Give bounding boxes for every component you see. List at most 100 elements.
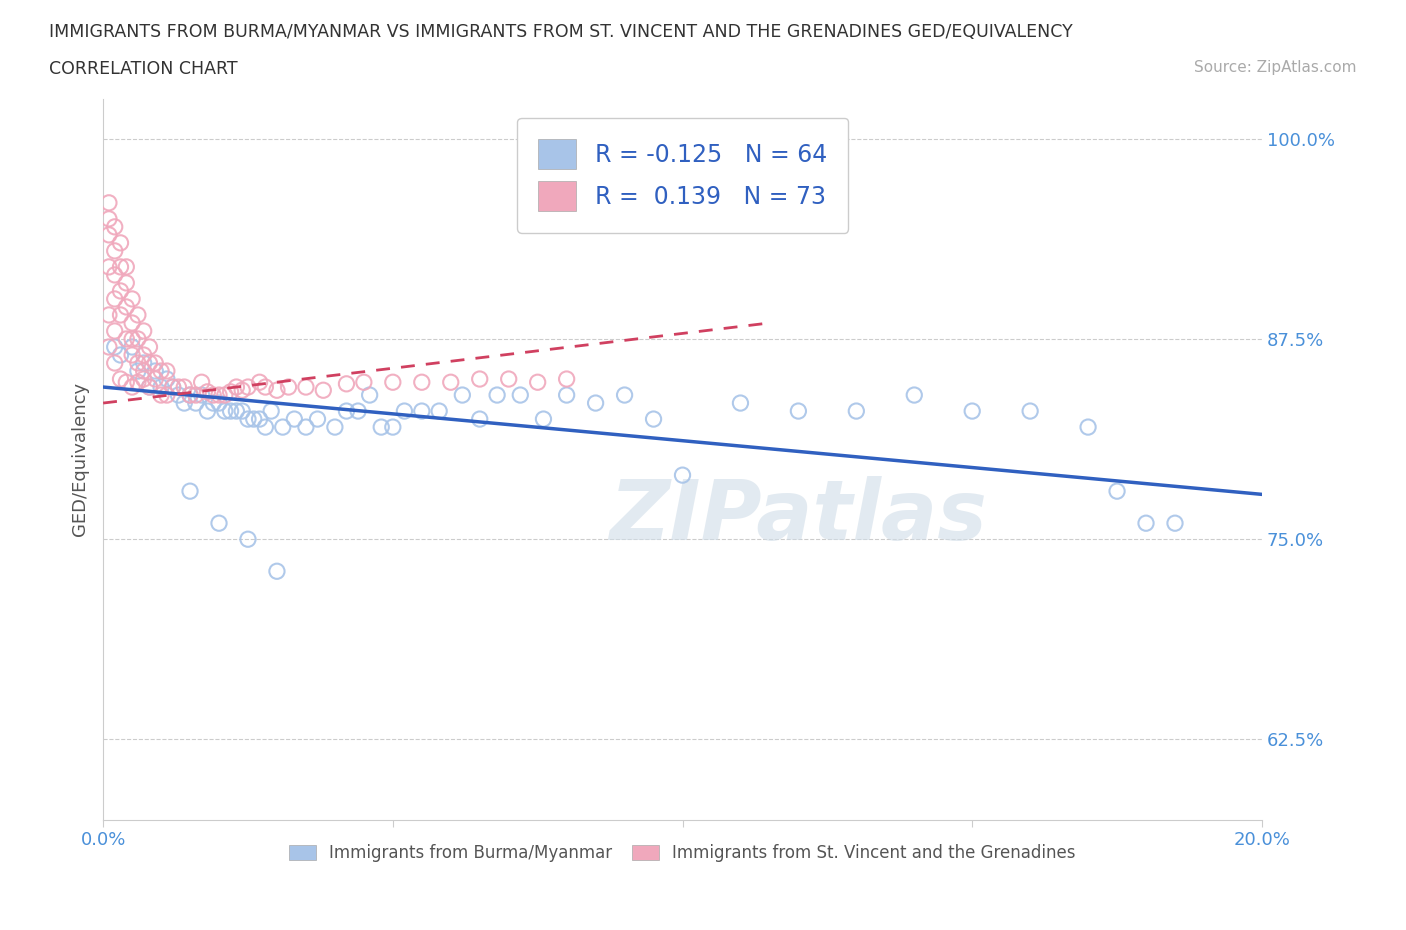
Point (335, 404, 357, 418)
Point (411, 404, 433, 418)
Point (277, 379, 299, 394)
Point (104, 339, 127, 354)
Point (104, 324, 127, 339)
Point (671, 468, 693, 483)
Point (110, 348, 132, 363)
Point (132, 372, 155, 387)
Point (179, 484, 201, 498)
Point (121, 291, 143, 306)
Point (236, 532, 259, 547)
Y-axis label: GED/Equivalency: GED/Equivalency (72, 382, 89, 537)
Point (555, 372, 578, 387)
Point (271, 419, 294, 434)
Point (236, 412, 259, 427)
Point (1019, 404, 1042, 418)
Point (104, 219, 127, 234)
Point (173, 379, 195, 394)
Point (162, 379, 184, 394)
Point (307, 412, 329, 427)
Point (214, 388, 236, 403)
Point (104, 355, 127, 370)
Point (143, 364, 166, 379)
Point (190, 388, 212, 403)
Point (110, 259, 132, 274)
Point (138, 339, 160, 354)
Point (381, 419, 404, 434)
Point (249, 375, 271, 390)
Point (242, 412, 264, 427)
Legend: Immigrants from Burma/Myanmar, Immigrants from St. Vincent and the Grenadines: Immigrants from Burma/Myanmar, Immigrant… (283, 838, 1083, 869)
Point (156, 372, 179, 387)
Point (451, 388, 474, 403)
Point (104, 244, 127, 259)
Point (260, 404, 283, 418)
Text: IMMIGRANTS FROM BURMA/MYANMAR VS IMMIGRANTS FROM ST. VINCENT AND THE GRENADINES : IMMIGRANTS FROM BURMA/MYANMAR VS IMMIGRA… (49, 23, 1073, 41)
Point (1135, 516, 1157, 531)
Point (295, 379, 318, 394)
Point (127, 308, 149, 323)
Point (167, 379, 190, 394)
Point (127, 355, 149, 370)
Point (97, 308, 120, 323)
Point (97, 195, 120, 210)
Point (903, 388, 925, 403)
Point (266, 564, 288, 578)
Point (110, 308, 132, 323)
Point (121, 348, 143, 363)
Point (173, 395, 195, 410)
Point (208, 395, 231, 410)
Point (132, 355, 155, 370)
Point (498, 372, 520, 387)
Point (97, 259, 120, 274)
Point (115, 299, 138, 314)
Point (138, 355, 160, 370)
Point (121, 339, 143, 354)
Point (127, 364, 149, 379)
Point (184, 395, 207, 410)
Point (143, 355, 166, 370)
Point (225, 379, 247, 394)
Point (1164, 516, 1187, 531)
Point (121, 331, 143, 346)
Point (156, 364, 179, 379)
Point (110, 372, 132, 387)
Point (197, 384, 219, 399)
Point (219, 404, 242, 418)
Point (208, 516, 231, 531)
Point (219, 384, 242, 399)
Point (150, 364, 173, 379)
Point (787, 404, 810, 418)
Point (468, 412, 491, 427)
Point (138, 379, 160, 394)
Text: ZIPatlas: ZIPatlas (609, 476, 987, 557)
Point (555, 388, 578, 403)
Point (359, 388, 381, 403)
Point (335, 377, 357, 392)
Point (236, 379, 259, 394)
Point (132, 364, 155, 379)
Point (179, 388, 201, 403)
Point (115, 259, 138, 274)
Point (184, 388, 207, 403)
Point (208, 388, 231, 403)
Point (132, 324, 155, 339)
Point (167, 388, 190, 403)
Point (132, 348, 155, 363)
Point (533, 412, 555, 427)
Point (411, 375, 433, 390)
Point (202, 395, 225, 410)
Point (613, 388, 636, 403)
Point (121, 315, 143, 330)
Point (190, 375, 212, 390)
Point (162, 379, 184, 394)
Point (97, 228, 120, 243)
Text: CORRELATION CHART: CORRELATION CHART (49, 60, 238, 78)
Point (468, 372, 491, 387)
Point (283, 412, 305, 427)
Point (115, 331, 138, 346)
Point (643, 412, 665, 427)
Point (127, 375, 149, 390)
Point (202, 388, 225, 403)
Point (214, 404, 236, 418)
Point (254, 419, 277, 434)
